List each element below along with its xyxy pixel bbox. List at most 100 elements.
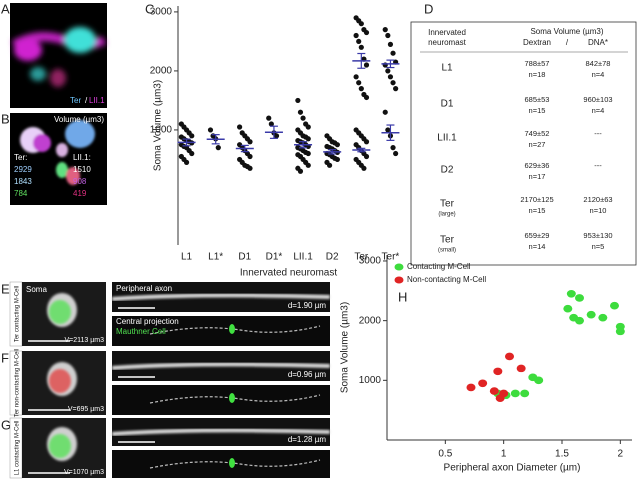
row-note: (small) bbox=[438, 248, 456, 254]
table-cell: n=15 bbox=[529, 106, 546, 115]
table-cell: 960±103 bbox=[583, 95, 612, 104]
data-point bbox=[295, 97, 301, 104]
table-cell: n=18 bbox=[529, 70, 546, 79]
projection bbox=[149, 459, 321, 469]
data-point bbox=[297, 168, 304, 174]
data-point bbox=[610, 301, 619, 310]
side-label: Ter non-contacting M-Cell bbox=[15, 349, 21, 417]
data-point bbox=[385, 127, 391, 133]
axon bbox=[111, 362, 331, 370]
data-point bbox=[305, 150, 311, 157]
table-cell: n=5 bbox=[592, 242, 605, 251]
data-point bbox=[305, 124, 311, 130]
legend-text: Ter bbox=[70, 96, 81, 105]
data-point bbox=[305, 136, 311, 142]
image-label: Peripheral axon bbox=[116, 284, 172, 293]
y-tick-label: 2000 bbox=[150, 66, 173, 77]
table-cell: n=17 bbox=[529, 172, 546, 181]
image-value: 908 bbox=[73, 177, 87, 186]
image-value: 1843 bbox=[14, 177, 32, 186]
table-cell: 2120±63 bbox=[583, 195, 612, 204]
image-label: Mauthner Cell bbox=[116, 327, 166, 336]
legend-label: Non-contacting M-Cell bbox=[407, 275, 486, 284]
data-point bbox=[363, 153, 370, 160]
y-axis-title: Soma Volume (µm3) bbox=[340, 302, 351, 393]
data-point bbox=[305, 162, 311, 168]
table-cell: 749±52 bbox=[525, 129, 550, 138]
x-tick-label: L1* bbox=[208, 252, 223, 263]
data-point bbox=[358, 21, 364, 27]
image-value: 1510 bbox=[73, 165, 91, 174]
y-tick-label: 1000 bbox=[150, 125, 173, 136]
data-point bbox=[575, 294, 584, 302]
volume-label: V=2113 µm3 bbox=[64, 337, 104, 344]
data-point bbox=[363, 139, 370, 145]
table-cell: n=4 bbox=[592, 70, 605, 79]
contact bbox=[229, 458, 235, 468]
projection bbox=[149, 394, 321, 404]
contact bbox=[229, 324, 235, 334]
row-label: L1 bbox=[441, 63, 453, 74]
side-label: L1 contacting M-Cell bbox=[15, 421, 21, 476]
data-point bbox=[598, 313, 608, 322]
table-cell: 842±78 bbox=[586, 59, 611, 68]
soma-label bbox=[49, 300, 71, 324]
data-point bbox=[489, 387, 499, 395]
table-cell: --- bbox=[594, 161, 602, 170]
x-tick-label: 1 bbox=[501, 449, 507, 460]
soma-label bbox=[49, 434, 71, 458]
panel-letter: H bbox=[398, 289, 407, 304]
data-point bbox=[207, 127, 214, 133]
y-tick-label: 3000 bbox=[359, 256, 382, 267]
image-label: Central projection bbox=[116, 317, 179, 326]
data-point bbox=[334, 142, 340, 148]
table-cell: 685±53 bbox=[525, 95, 550, 104]
data-point bbox=[247, 139, 253, 145]
row-label: Ter bbox=[440, 235, 455, 246]
data-point bbox=[268, 121, 274, 127]
panel-letter: A bbox=[1, 1, 10, 16]
data-point bbox=[387, 41, 394, 47]
side-label: Ter contacting M-Cell bbox=[15, 286, 21, 342]
data-point bbox=[563, 304, 573, 313]
volume-label: V=1070 µm3 bbox=[64, 469, 104, 476]
row-label: Ter bbox=[440, 199, 455, 210]
table-header: Dextran bbox=[523, 38, 551, 47]
table-header: Soma Volume (µm3) bbox=[530, 27, 603, 36]
data-point bbox=[505, 352, 514, 361]
table-cell: 953±130 bbox=[583, 231, 612, 240]
data-point bbox=[247, 165, 253, 171]
axon bbox=[111, 293, 331, 301]
data-point bbox=[382, 109, 388, 115]
data-point bbox=[356, 80, 362, 86]
image bbox=[112, 385, 330, 415]
x-tick-label: 0.5 bbox=[438, 449, 452, 460]
data-point bbox=[478, 379, 488, 388]
table-header: DNA* bbox=[588, 38, 608, 47]
row-label: D2 bbox=[441, 165, 454, 176]
data-point bbox=[363, 62, 370, 68]
panel-letter: D bbox=[424, 1, 433, 16]
data-point bbox=[575, 316, 584, 325]
row-note: (large) bbox=[438, 212, 455, 218]
legend-text: / bbox=[85, 96, 88, 105]
data-point bbox=[215, 145, 221, 151]
table-cell: --- bbox=[594, 129, 602, 138]
row-label: D1 bbox=[441, 99, 454, 110]
x-tick-label: Ter bbox=[354, 252, 369, 263]
data-point bbox=[300, 115, 306, 121]
legend-marker bbox=[394, 263, 404, 271]
legend-marker bbox=[394, 276, 404, 284]
table-cell: n=4 bbox=[592, 106, 605, 115]
cells bbox=[20, 120, 95, 185]
image-value: 419 bbox=[73, 189, 87, 198]
axon bbox=[111, 428, 331, 436]
image-value: 784 bbox=[14, 189, 28, 198]
panel-letter: G bbox=[1, 417, 11, 432]
panel-letter: C bbox=[145, 1, 154, 16]
image-label: Ter: bbox=[14, 153, 27, 162]
data-point bbox=[363, 94, 370, 101]
x-tick-label: D2 bbox=[326, 252, 339, 263]
cells bbox=[11, 27, 107, 87]
data-point bbox=[189, 150, 195, 157]
